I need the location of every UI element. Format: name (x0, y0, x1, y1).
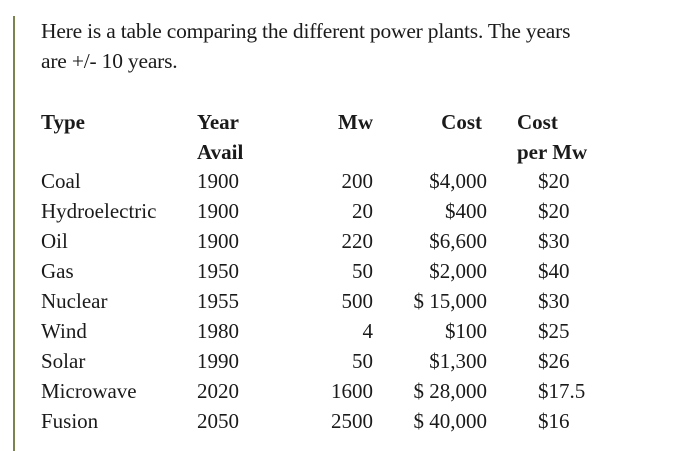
cell-cost: $ 40,000 (413, 409, 488, 433)
cell-type: Nuclear (41, 289, 108, 313)
cell-type: Gas (41, 259, 74, 283)
cell-type: Oil (41, 229, 68, 253)
cell-year: 1950 (197, 259, 239, 283)
cell-mw: 50 (352, 259, 373, 283)
cell-year: 2020 (197, 379, 239, 403)
cell-year: 1990 (197, 349, 239, 373)
cell-cpm: $17.5 (538, 379, 586, 403)
cell-year: 1900 (197, 199, 239, 223)
header-type: Type (41, 110, 85, 134)
cell-type: Solar (41, 349, 86, 373)
cell-cpm: $25 (538, 319, 570, 343)
cell-year: 1955 (197, 289, 239, 313)
cell-year: 2050 (197, 409, 239, 433)
cell-cpm: $16 (538, 409, 570, 433)
cell-mw: 4 (362, 319, 374, 343)
header-avail: Avail (197, 140, 244, 164)
cell-cpm: $40 (538, 259, 570, 283)
header-cost-per-mw-2: per Mw (517, 140, 588, 164)
cell-cpm: $20 (538, 169, 570, 193)
cell-year: 1980 (197, 319, 239, 343)
header-cost-per-mw: Cost (517, 110, 558, 134)
cell-cpm: $20 (538, 199, 570, 223)
cell-cost: $1,300 (429, 349, 487, 373)
cell-cpm: $26 (538, 349, 570, 373)
cell-mw: 220 (341, 229, 374, 253)
cell-type: Wind (41, 319, 87, 343)
cell-cost: $400 (445, 199, 487, 223)
cell-cpm: $30 (538, 229, 570, 253)
cell-type: Coal (41, 169, 81, 193)
cell-cost: $2,000 (429, 259, 487, 283)
cell-mw: 1600 (331, 379, 373, 403)
intro-line-2: are +/- 10 years. (41, 49, 178, 73)
cell-cost: $ 28,000 (413, 379, 488, 403)
cell-year: 1900 (197, 169, 239, 193)
quote-bar (13, 16, 15, 451)
cell-mw: 200 (341, 169, 374, 193)
cell-cpm: $30 (538, 289, 570, 313)
cell-year: 1900 (197, 229, 239, 253)
header-cost: Cost (441, 110, 482, 134)
intro-text: Here is a table comparing the different … (41, 16, 691, 76)
intro-line-1: Here is a table comparing the different … (41, 19, 571, 43)
cell-cost: $6,600 (429, 229, 487, 253)
cell-mw: 20 (352, 199, 373, 223)
cell-type: Hydroelectric (41, 199, 157, 223)
cell-type: Microwave (41, 379, 137, 403)
header-year: Year (197, 110, 239, 134)
cell-cost: $100 (445, 319, 487, 343)
cell-mw: 500 (341, 289, 374, 313)
cell-cost: $4,000 (429, 169, 487, 193)
cell-mw: 50 (352, 349, 373, 373)
cell-mw: 2500 (331, 409, 373, 433)
cell-cost: $ 15,000 (413, 289, 488, 313)
cell-type: Fusion (41, 409, 99, 433)
header-mw: Mw (338, 110, 373, 134)
